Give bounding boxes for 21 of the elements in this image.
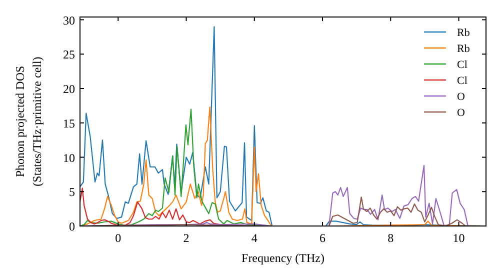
x-tick-label: 8 bbox=[388, 231, 394, 245]
legend-label: Cl bbox=[457, 75, 468, 87]
y-tick-label: 30 bbox=[63, 13, 75, 28]
legend-label: O bbox=[457, 91, 465, 103]
y-tick-label: 25 bbox=[63, 48, 75, 62]
y-tick-label: 5 bbox=[69, 185, 75, 200]
legend-label: O bbox=[457, 107, 465, 119]
legend-label: Cl bbox=[457, 59, 468, 71]
x-tick-label: 10 bbox=[452, 231, 465, 245]
y-tick-label: 10 bbox=[63, 150, 75, 165]
y-tick-label: 0 bbox=[69, 220, 75, 234]
x-tick-label: 2 bbox=[183, 231, 190, 245]
y-tick-label: 20 bbox=[63, 82, 75, 96]
x-tick-label: 0 bbox=[115, 231, 122, 245]
y-axis-title: Phonon projected DOS (States/THz·primitive cell) bbox=[13, 56, 44, 186]
legend-label: Rb bbox=[457, 43, 470, 55]
y-tick-label: 15 bbox=[63, 116, 75, 130]
x-axis-title: Frequency (THz) bbox=[242, 251, 324, 265]
legend-label: Rb bbox=[457, 27, 470, 39]
x-tick-label: 6 bbox=[320, 231, 326, 245]
x-tick-label: 4 bbox=[251, 231, 258, 245]
